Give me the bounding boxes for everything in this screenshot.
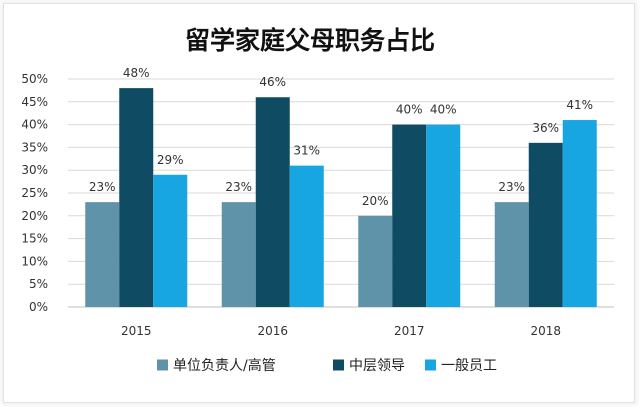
data-label: 31% [293, 144, 320, 158]
bars [85, 88, 597, 308]
y-tick-label: 40% [21, 118, 48, 132]
x-tick-label: 2018 [530, 324, 561, 338]
x-tick-label: 2015 [121, 324, 152, 338]
y-axis: 0% 5% 10% 15% 20% 25% 30% 35% 40% 45% 50% [21, 72, 48, 314]
chart-frame: 留学家庭父母职务占比 0% 5% 10% 15% 20% 25% 30% 35% 40% 45% 5… [4, 4, 634, 402]
y-tick-label: 30% [21, 163, 48, 177]
x-axis: 2015 2016 2017 2018 [121, 324, 561, 338]
data-label: 29% [157, 153, 184, 167]
legend-label: 一般员工 [441, 358, 497, 374]
y-tick-label: 45% [21, 95, 48, 109]
x-tick-label: 2016 [257, 324, 288, 338]
data-label: 23% [89, 180, 116, 194]
y-tick-label: 0% [29, 300, 48, 314]
legend-label: 单位负责人/高管 [173, 357, 276, 374]
legend-label: 中层领导 [349, 358, 405, 374]
data-label: 23% [225, 180, 252, 194]
bar [255, 97, 290, 308]
legend-swatch [157, 359, 168, 371]
y-tick-label: 20% [21, 209, 48, 223]
x-tick-label: 2017 [394, 324, 425, 338]
y-tick-label: 5% [29, 277, 48, 291]
data-label: 36% [532, 121, 559, 135]
y-tick-label: 50% [21, 72, 48, 86]
bar [358, 215, 393, 307]
data-label: 41% [566, 98, 593, 112]
bar [221, 202, 256, 307]
bar [562, 120, 597, 307]
bar [85, 202, 120, 307]
data-label: 40% [430, 103, 457, 117]
y-tick-label: 25% [21, 186, 48, 200]
bar [528, 142, 563, 307]
data-label: 20% [362, 194, 389, 208]
bar-chart: 留学家庭父母职务占比 0% 5% 10% 15% 20% 25% 30% 35% 40% 45% 5… [21, 26, 614, 374]
chart-title: 留学家庭父母职务占比 [185, 26, 435, 55]
bar [119, 88, 154, 308]
data-label: 23% [498, 180, 525, 194]
data-label: 48% [123, 66, 150, 80]
bar [289, 165, 324, 307]
y-tick-label: 15% [21, 232, 48, 246]
legend-swatch [425, 359, 436, 371]
bar [426, 124, 461, 307]
data-label: 46% [259, 75, 286, 89]
bar [392, 124, 427, 307]
data-labels: 23% 48% 29% 23% 46% 31% 20% 40% 40% 23% 36% 41% [89, 66, 593, 208]
bar [153, 174, 188, 307]
bar [494, 202, 529, 307]
data-label: 40% [396, 103, 423, 117]
y-tick-label: 10% [21, 254, 48, 268]
legend-swatch [333, 359, 344, 371]
y-tick-label: 35% [21, 140, 48, 154]
legend: 单位负责人/高管 中层领导 一般员工 [157, 357, 497, 374]
